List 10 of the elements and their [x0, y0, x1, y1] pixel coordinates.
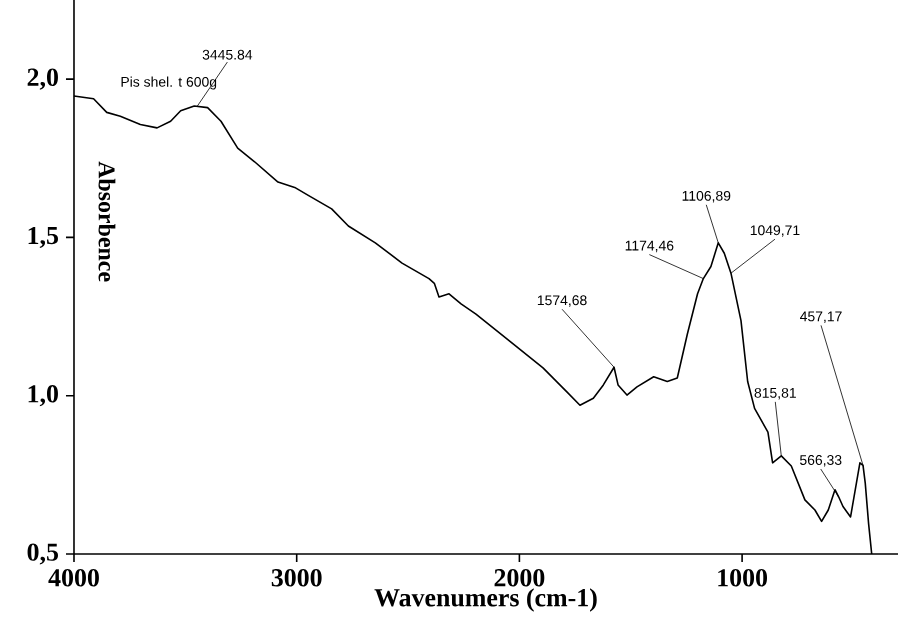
x-tick-label: 1000 — [718, 569, 768, 587]
y-tick-label: 1,5 — [28, 226, 58, 248]
y-tick-label: 1,0 — [28, 385, 58, 407]
y-axis-title: Absorbence — [98, 161, 116, 282]
x-tick-label: 2000 — [494, 569, 545, 587]
x-tick-label: 4000 — [48, 569, 99, 587]
x-tick-label: 3000 — [271, 569, 322, 587]
x-axis-title: Wavenumers (cm-1) — [374, 588, 597, 612]
y-tick-label: 2,0 — [27, 68, 58, 90]
y-tick-label: 0,5 — [27, 543, 58, 565]
